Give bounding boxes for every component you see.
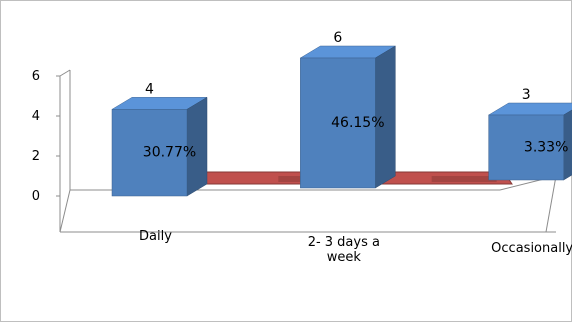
bar-3 — [487, 102, 572, 181]
bar-2 — [299, 45, 397, 189]
category-label: Occasionally — [491, 241, 572, 256]
percent-label: 46.15% — [331, 115, 384, 131]
bar-value-label: 6 — [333, 30, 342, 46]
y-tick-label: 6 — [32, 69, 40, 84]
category-label: Daily — [139, 229, 172, 244]
bar-front-face — [300, 57, 376, 189]
percent-label: 30.77% — [143, 145, 196, 161]
percent-bar — [431, 176, 497, 182]
bar-value-label: 4 — [145, 81, 154, 97]
bar-front-face — [488, 114, 564, 181]
bar-value-label: 3 — [522, 87, 531, 103]
category-label: 2- 3 days a — [308, 235, 380, 250]
y-tick-label: 4 — [32, 109, 40, 124]
bar-front-face — [111, 109, 188, 197]
y-tick-label: 0 — [32, 189, 40, 204]
side-wall-top-edge — [59, 69, 71, 77]
percent-label: 3.33% — [524, 140, 568, 156]
floor-right-back — [545, 175, 557, 233]
bar-1 — [111, 96, 208, 197]
floor-left-edge — [59, 189, 71, 233]
y-tick-label: 2 — [32, 149, 40, 164]
count-series — [111, 45, 572, 197]
category-label: week — [327, 250, 362, 265]
axes: 0 2 4 6 — [32, 69, 557, 233]
